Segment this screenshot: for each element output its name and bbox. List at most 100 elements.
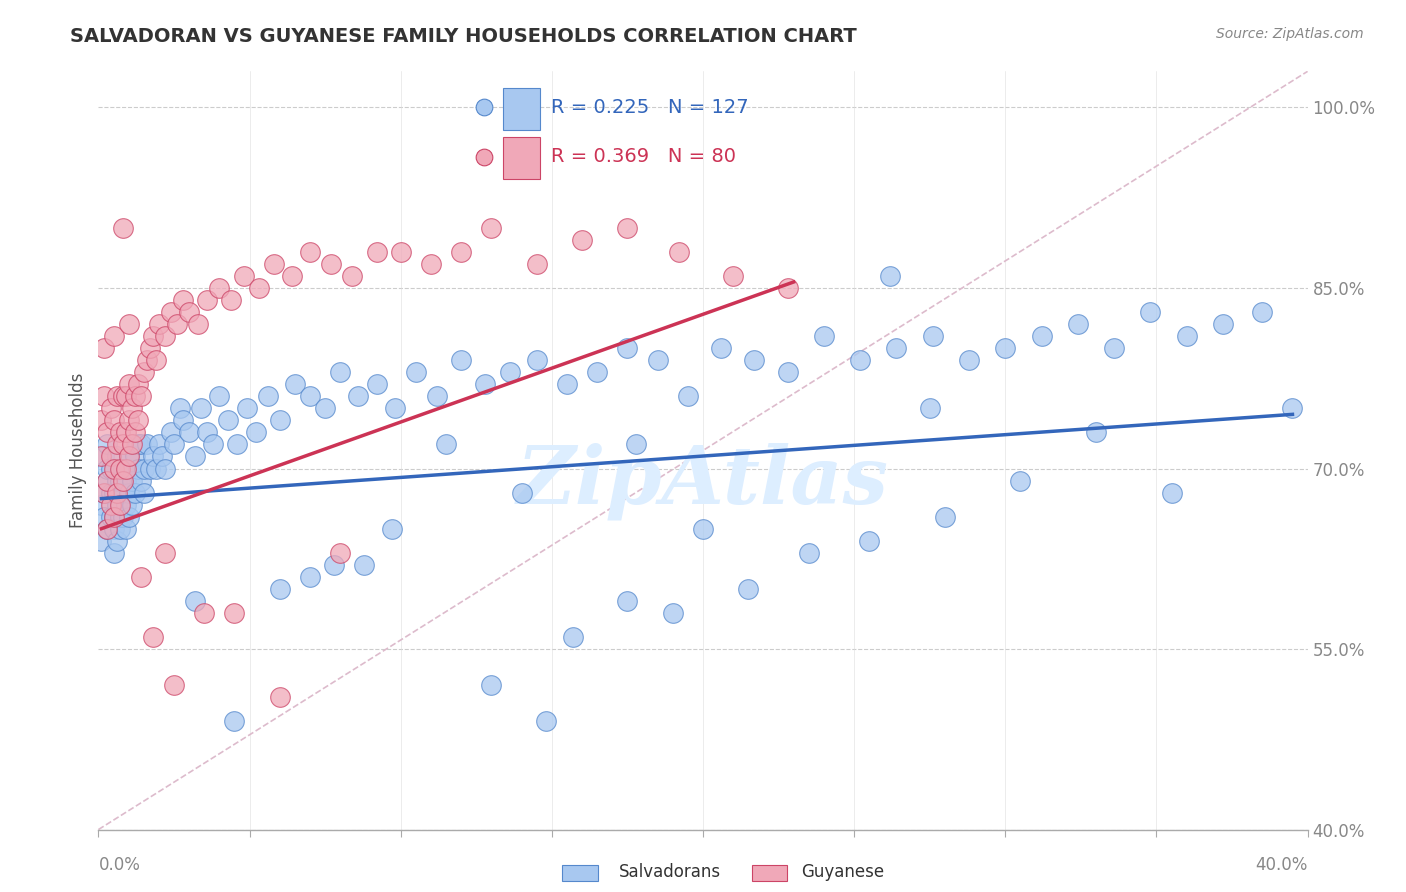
Point: [111, 474, 134, 488]
Point: [562, 630, 585, 644]
Point: [263, 257, 285, 271]
Point: [111, 437, 134, 451]
Point: [93, 389, 115, 403]
Point: [100, 401, 122, 416]
Point: [314, 401, 336, 416]
Text: 0.0%: 0.0%: [98, 856, 141, 874]
Point: [284, 377, 307, 392]
Point: [111, 389, 134, 403]
Point: [124, 389, 146, 403]
Text: Salvadorans: Salvadorans: [619, 863, 721, 881]
Point: [879, 268, 901, 283]
Point: [934, 509, 956, 524]
Point: [129, 570, 152, 584]
Point: [1281, 401, 1303, 416]
Point: [179, 425, 201, 440]
Point: [114, 461, 136, 475]
Point: [586, 365, 609, 379]
Point: [108, 522, 131, 536]
Point: [103, 413, 125, 427]
Point: [342, 268, 364, 283]
Point: [534, 714, 557, 729]
Point: [96, 474, 118, 488]
Point: [160, 305, 183, 319]
Point: [118, 450, 141, 464]
Point: [858, 533, 880, 548]
Point: [994, 341, 1017, 355]
Point: [957, 353, 980, 368]
Point: [329, 546, 352, 560]
Text: ZipAtlas: ZipAtlas: [517, 442, 889, 519]
Point: [124, 485, 146, 500]
Point: [226, 437, 249, 451]
Point: [626, 437, 648, 451]
Point: [661, 606, 683, 620]
Point: [111, 220, 134, 235]
Point: [776, 365, 799, 379]
Point: [108, 509, 131, 524]
Point: [118, 377, 141, 392]
Point: [129, 437, 152, 451]
Point: [114, 474, 136, 488]
Point: [676, 389, 699, 403]
Point: [1251, 305, 1274, 319]
Point: [103, 522, 125, 536]
Point: [105, 485, 128, 500]
Point: [1085, 425, 1108, 440]
Point: [127, 461, 149, 475]
Point: [127, 437, 149, 451]
Point: [179, 305, 201, 319]
Point: [132, 485, 155, 500]
Point: [135, 353, 157, 368]
Point: [169, 401, 191, 416]
Point: [129, 474, 152, 488]
Point: [193, 606, 215, 620]
Point: [187, 317, 209, 331]
Point: [100, 498, 122, 512]
Point: [744, 353, 766, 368]
Point: [247, 281, 270, 295]
Point: [420, 257, 443, 271]
Point: [224, 714, 246, 729]
Point: [163, 678, 186, 692]
Point: [105, 450, 128, 464]
Point: [616, 220, 638, 235]
Point: [96, 474, 118, 488]
Point: [353, 558, 375, 572]
Point: [105, 389, 128, 403]
Point: [90, 498, 112, 512]
Point: [121, 437, 143, 451]
Point: [474, 377, 496, 392]
Point: [118, 509, 141, 524]
Point: [347, 389, 370, 403]
Point: [127, 377, 149, 392]
Point: [96, 437, 118, 451]
Point: [153, 461, 176, 475]
Point: [616, 341, 638, 355]
Point: [692, 522, 714, 536]
Point: [1175, 329, 1198, 343]
Point: [114, 522, 136, 536]
Point: [142, 329, 165, 343]
Point: [184, 594, 207, 608]
Point: [121, 498, 143, 512]
Point: [103, 546, 125, 560]
Point: [555, 377, 578, 392]
Point: [1139, 305, 1161, 319]
Point: [105, 437, 128, 451]
Point: [1067, 317, 1090, 331]
Point: [90, 413, 112, 427]
Point: [118, 317, 141, 331]
Point: [108, 474, 131, 488]
Point: [172, 293, 194, 307]
Point: [450, 244, 472, 259]
Point: [103, 461, 125, 475]
Point: [510, 485, 533, 500]
Point: [160, 425, 183, 440]
Point: [93, 341, 115, 355]
Point: [124, 450, 146, 464]
Point: [384, 401, 406, 416]
Point: [103, 329, 125, 343]
Point: [96, 425, 118, 440]
Point: [498, 365, 520, 379]
